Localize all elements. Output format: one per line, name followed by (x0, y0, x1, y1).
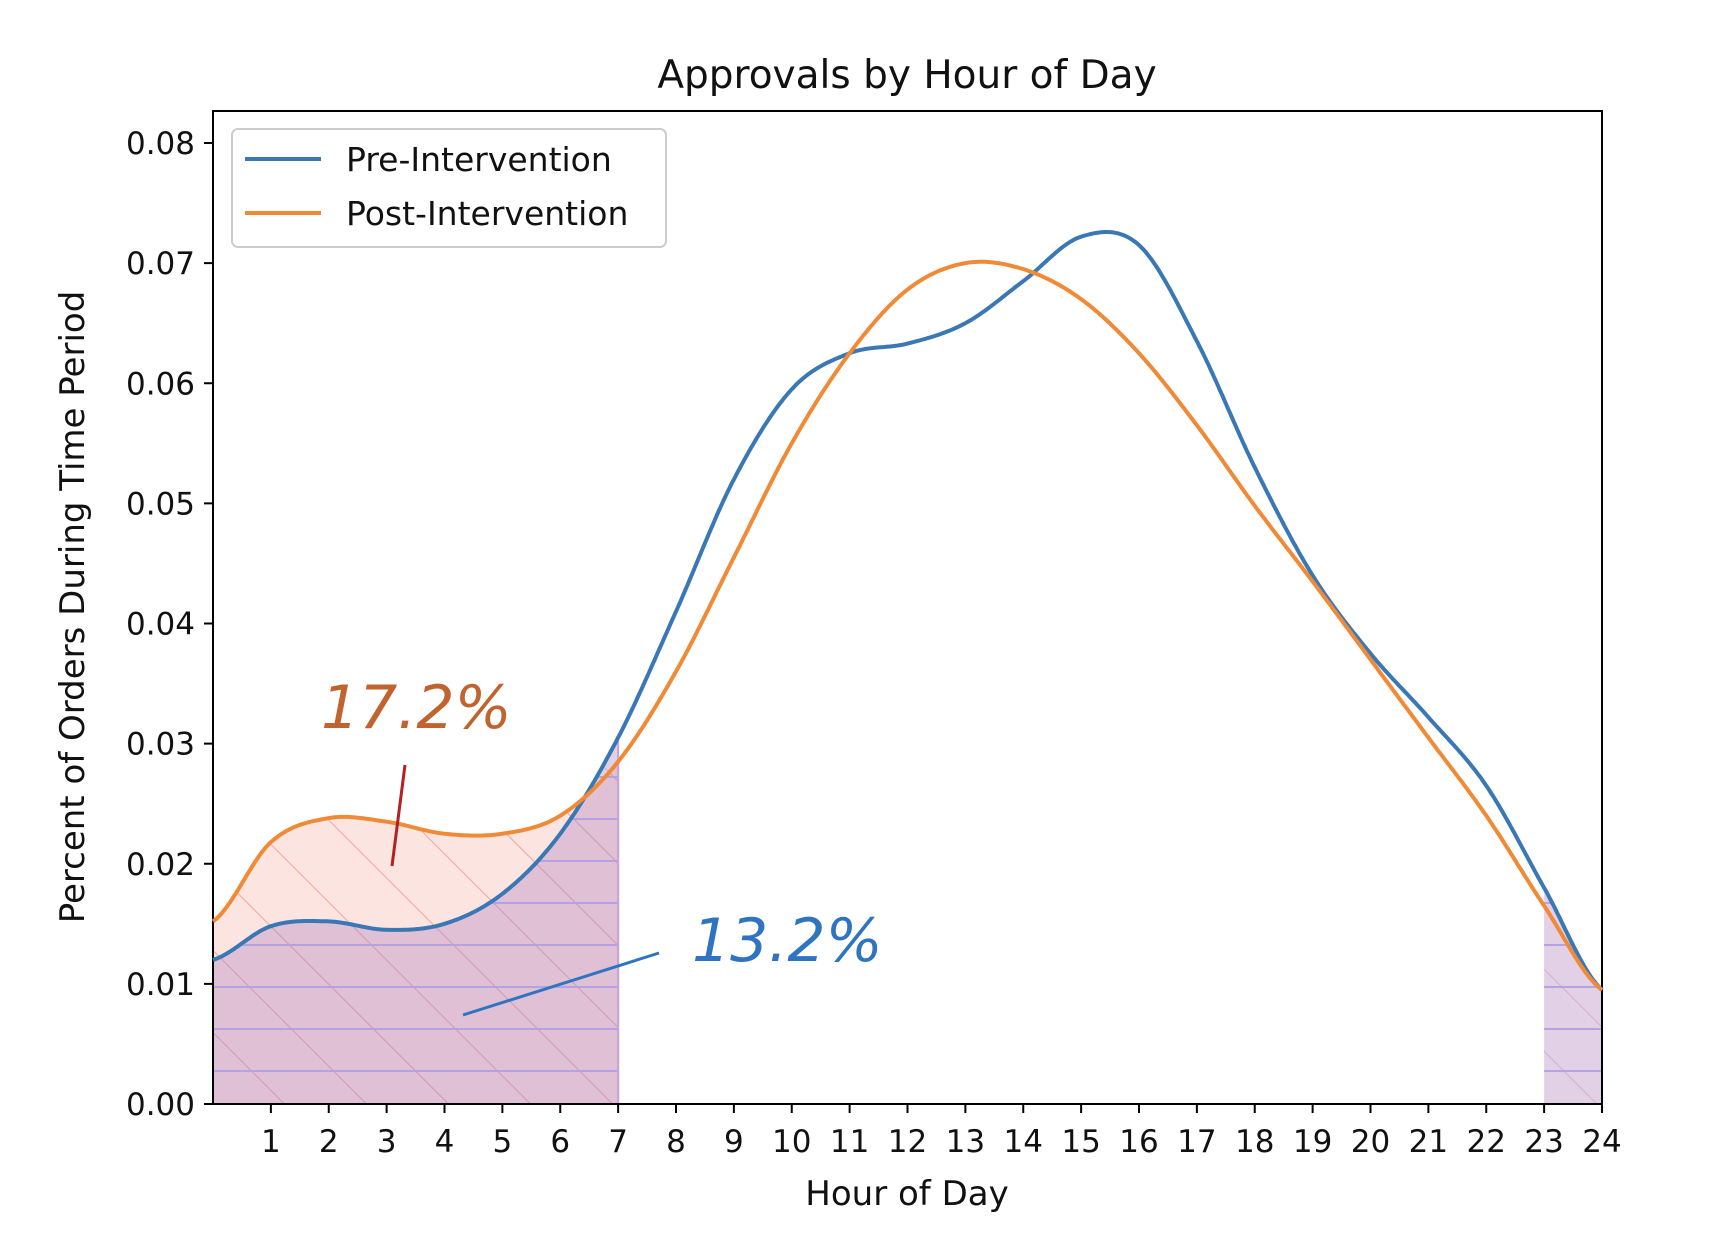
x-tick-label: 14 (1004, 1124, 1043, 1160)
legend-box (231, 128, 667, 248)
shaded-region-2-hatch-diag (1544, 887, 1602, 1104)
shaded-regions (213, 737, 1603, 1104)
x-tick-label: 24 (1582, 1124, 1621, 1160)
x-tick-label: 7 (608, 1124, 628, 1160)
annotation-pointer-pre (462, 951, 660, 1017)
x-tick-label: 19 (1293, 1124, 1332, 1160)
x-tick-label: 3 (377, 1124, 397, 1160)
x-tick-label: 5 (493, 1124, 513, 1160)
y-tick-label: 0.02 (126, 847, 195, 883)
x-tick-label: 15 (1061, 1124, 1100, 1160)
chart-title: Approvals by Hour of Day (657, 53, 1156, 98)
x-tick-label: 22 (1467, 1124, 1506, 1160)
x-tick-label: 2 (319, 1124, 339, 1160)
series-line-post-intervention (211, 259, 1604, 992)
x-axis-ticks: 1 2 3 4 5 6 7 8 9 10 11 12 13 14 15 16 17 18 19 20 21 22 23 24 (261, 1104, 1622, 1160)
series-lines (211, 230, 1604, 992)
x-tick-label: 12 (888, 1124, 927, 1160)
x-tick-label: 13 (946, 1124, 985, 1160)
y-tick-label: 0.04 (126, 607, 195, 643)
series-line-pre-intervention (212, 230, 1604, 992)
x-tick-label: 18 (1235, 1124, 1274, 1160)
x-tick-label: 6 (550, 1124, 570, 1160)
x-tick-label: 1 (261, 1124, 281, 1160)
x-tick-label: 11 (830, 1124, 869, 1160)
x-tick-label: 17 (1177, 1124, 1216, 1160)
shaded-region-1-hatch-diag (213, 737, 619, 1104)
y-tick-label: 0.01 (126, 967, 195, 1003)
x-tick-label: 4 (435, 1124, 455, 1160)
y-axis-label: Percent of Orders During Time Period (53, 291, 93, 924)
y-tick-label: 0.06 (126, 366, 195, 402)
legend-label-post-intervention: Post-Intervention (346, 194, 628, 233)
annotation-post-intervention-share: 17.2% (321, 673, 512, 743)
x-tick-label: 8 (666, 1124, 686, 1160)
x-axis-label: Hour of Day (805, 1174, 1008, 1214)
legend: Pre-Intervention Post-Intervention (231, 128, 667, 248)
y-tick-label: 0.00 (126, 1087, 195, 1123)
annotation-pre-intervention-share: 13.2% (692, 906, 883, 976)
x-tick-label: 10 (772, 1124, 811, 1160)
x-tick-label: 9 (724, 1124, 744, 1160)
legend-label-pre-intervention: Pre-Intervention (346, 140, 612, 179)
y-axis-ticks: 0.00 0.01 0.02 0.03 0.04 0.05 0.06 0.07 0.08 (126, 126, 213, 1123)
annotation-pointer-post (390, 764, 407, 867)
x-tick-label: 20 (1351, 1124, 1390, 1160)
x-tick-label: 23 (1524, 1124, 1563, 1160)
y-tick-label: 0.05 (126, 486, 195, 522)
annotations: 17.2% 13.2% (321, 673, 883, 1017)
y-tick-label: 0.07 (126, 246, 195, 282)
y-tick-label: 0.03 (126, 727, 195, 763)
x-tick-label: 16 (1119, 1124, 1158, 1160)
x-tick-label: 21 (1409, 1124, 1448, 1160)
y-tick-label: 0.08 (126, 126, 195, 162)
